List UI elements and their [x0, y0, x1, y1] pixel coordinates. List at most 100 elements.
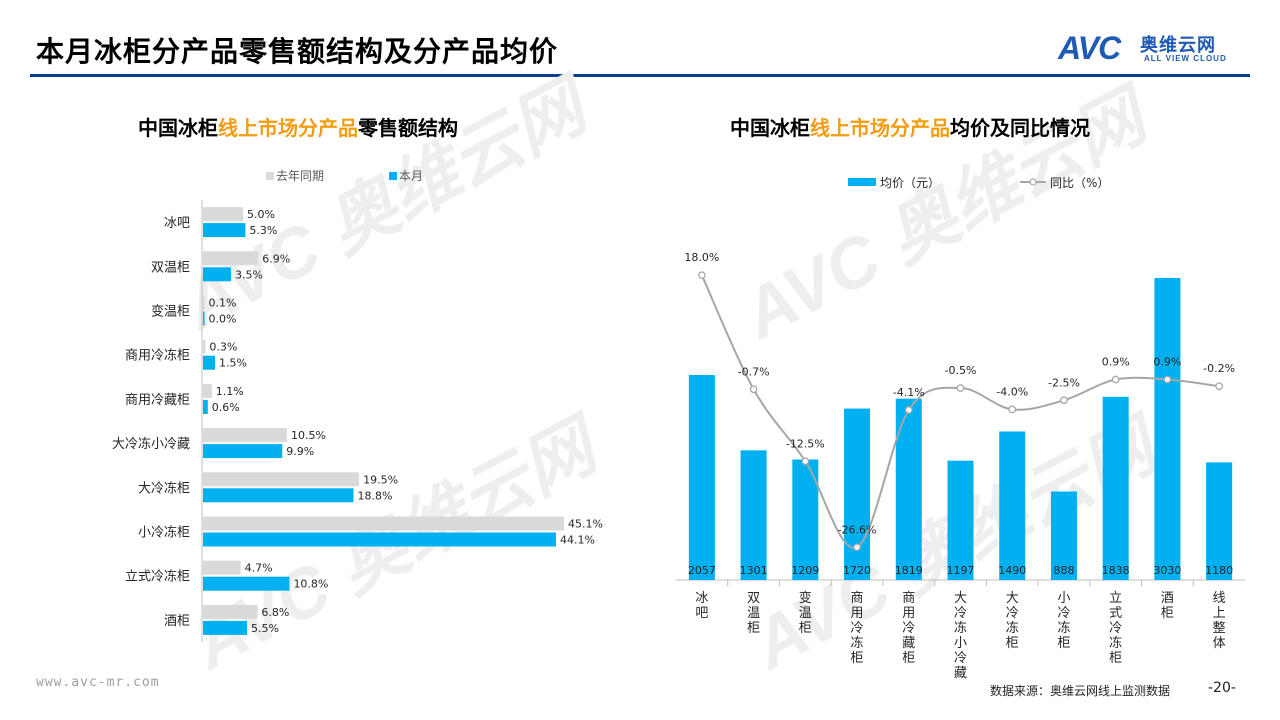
logo-chinese-name: 奥维云网	[1140, 35, 1216, 56]
page-number: -20-	[1208, 680, 1236, 696]
label-avg-price-0: 2057	[688, 564, 716, 577]
bar-this-month-5	[203, 444, 283, 459]
yoy-label-5: -0.5%	[945, 364, 977, 377]
category-label-4: 商用冷藏柜	[125, 393, 190, 408]
category-label-4: 商用冷藏柜	[902, 591, 915, 666]
bar-avg-price-10	[1206, 462, 1233, 580]
label-last-year-7: 45.1%	[568, 518, 603, 531]
category-label-1: 双温柜	[747, 591, 760, 636]
yoy-label-8: 0.9%	[1102, 356, 1130, 369]
bar-this-month-6	[203, 488, 354, 503]
yoy-label-4: -4.1%	[893, 386, 925, 399]
category-label-7: 小冷冻柜	[138, 525, 190, 541]
label-avg-price-6: 1490	[998, 564, 1026, 577]
yoy-label-10: -0.2%	[1203, 362, 1235, 375]
category-label-1: 双温柜	[151, 260, 190, 275]
left-title-suffix: 零售额结构	[358, 116, 458, 140]
yoy-point-4	[904, 406, 913, 414]
bar-avg-price-3	[844, 408, 871, 580]
right-title-prefix: 中国冰柜	[730, 116, 810, 140]
bar-avg-price-4	[895, 398, 922, 580]
right-title-suffix: 均价及同比情况	[950, 116, 1090, 140]
yoy-point-7	[1060, 396, 1068, 405]
label-last-year-0: 5.0%	[247, 208, 275, 221]
page-title: 本月冰柜分产品零售额结构及分产品均价	[36, 35, 559, 68]
left-title-highlight: 线上市场分产品	[218, 116, 358, 140]
yoy-point-2	[801, 457, 810, 466]
legend-swatch-avg-price	[848, 178, 876, 186]
label-avg-price-8: 1838	[1102, 564, 1130, 577]
label-last-year-1: 6.9%	[262, 252, 290, 265]
legend-label-0: 去年同期	[276, 169, 324, 183]
bar-last-year-5	[203, 428, 288, 443]
label-avg-price-9: 3030	[1153, 564, 1181, 577]
yoy-point-0	[698, 271, 706, 280]
yoy-point-5	[956, 384, 965, 392]
label-last-year-3: 0.3%	[209, 341, 237, 354]
legend-label-yoy: 同比（%）	[1050, 176, 1109, 190]
bar-last-year-0	[203, 207, 244, 222]
bar-last-year-3	[203, 339, 206, 354]
legend-label-avg-price: 均价（元）	[880, 176, 940, 190]
label-last-year-8: 4.7%	[245, 562, 273, 575]
yoy-label-3: -26.6%	[838, 523, 877, 536]
yoy-point-9	[1163, 375, 1172, 384]
bar-this-month-0	[203, 223, 246, 238]
bar-this-month-4	[203, 399, 208, 414]
bar-this-month-9	[203, 620, 248, 635]
label-this-month-1: 3.5%	[235, 268, 263, 281]
label-this-month-8: 10.8%	[293, 578, 328, 591]
bar-avg-price-7	[1050, 491, 1077, 580]
yoy-point-6	[1008, 405, 1017, 414]
label-this-month-4: 0.6%	[212, 401, 240, 414]
bar-last-year-6	[203, 472, 360, 487]
category-label-9: 酒柜	[164, 614, 190, 629]
category-label-6: 大冷冻柜	[138, 480, 190, 496]
label-this-month-6: 18.8%	[357, 489, 392, 502]
category-label-7: 小冷冻柜	[1057, 591, 1070, 651]
label-avg-price-1: 1301	[740, 564, 768, 577]
label-this-month-0: 5.3%	[249, 224, 277, 237]
bar-this-month-2	[203, 311, 205, 326]
yoy-point-10	[1215, 382, 1223, 391]
yoy-point-3	[853, 543, 861, 552]
bar-last-year-8	[203, 560, 241, 575]
category-label-3: 商用冷冻柜	[851, 591, 864, 666]
bar-this-month-8	[203, 576, 290, 591]
title-divider	[30, 74, 1250, 77]
yoy-label-0: 18.0%	[684, 251, 719, 264]
category-label-9: 酒柜	[1161, 591, 1174, 621]
label-avg-price-4: 1819	[895, 564, 923, 577]
label-avg-price-5: 1197	[947, 564, 975, 577]
yoy-label-1: -0.7%	[738, 365, 770, 378]
brand-logo: AVC 奥维云网 ALL VIEW CLOUD	[1058, 30, 1248, 70]
category-label-10: 线上整体	[1213, 591, 1226, 651]
label-this-month-5: 9.9%	[286, 445, 314, 458]
bar-last-year-7	[203, 516, 564, 531]
right-chart-title: 中国冰柜线上市场分产品均价及同比情况	[730, 112, 1090, 141]
label-avg-price-7: 888	[1053, 564, 1074, 577]
bar-last-year-4	[203, 383, 212, 398]
bar-this-month-1	[203, 267, 232, 282]
yoy-label-2: -12.5%	[786, 437, 825, 450]
category-label-0: 冰吧	[695, 591, 708, 621]
bar-avg-price-8	[1102, 396, 1129, 580]
yoy-point-8	[1111, 375, 1120, 384]
bar-last-year-2	[203, 295, 205, 310]
right-title-highlight: 线上市场分产品	[810, 116, 950, 140]
category-label-0: 冰吧	[164, 216, 190, 231]
left-chart-title: 中国冰柜线上市场分产品零售额结构	[138, 112, 458, 141]
category-label-8: 立式冷冻柜	[125, 569, 190, 585]
category-label-5: 大冷冻小冷藏	[112, 436, 190, 452]
bar-avg-price-6	[999, 431, 1026, 580]
legend-marker-yoy	[1029, 178, 1037, 186]
bar-this-month-3	[203, 355, 216, 370]
footer-url: www.avc-mr.com	[36, 675, 160, 690]
category-label-3: 商用冷冻柜	[125, 348, 190, 364]
bar-avg-price-5	[947, 460, 974, 580]
yoy-label-9: 0.9%	[1153, 356, 1181, 369]
label-last-year-9: 6.8%	[261, 606, 289, 619]
label-last-year-5: 10.5%	[291, 429, 326, 442]
bar-this-month-7	[203, 532, 556, 547]
